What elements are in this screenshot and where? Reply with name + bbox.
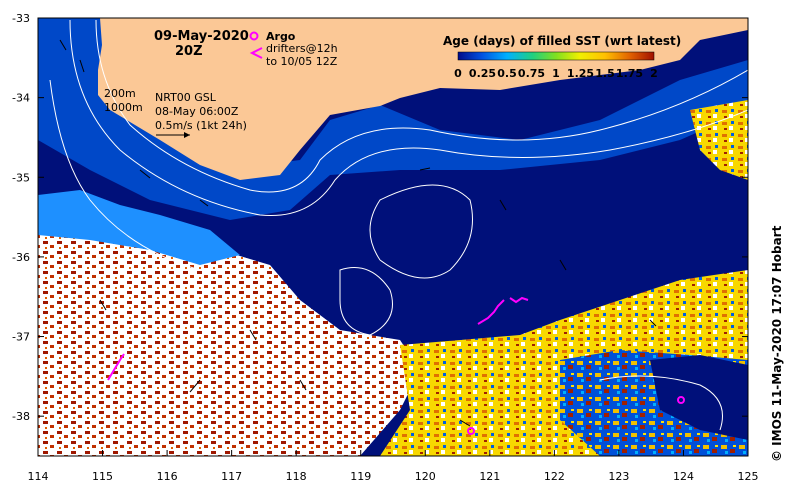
nodata-region xyxy=(38,215,420,456)
argo-legend-label: Argo xyxy=(266,30,296,43)
colorbar-tick-label: 2 xyxy=(650,67,658,80)
credit-text: © IMOS 11-May-2020 17:07 Hobart xyxy=(770,225,784,462)
argo-floats xyxy=(467,396,685,435)
x-tick-label: 119 xyxy=(350,470,371,483)
title-date: 09-May-2020 xyxy=(154,29,249,44)
drifter-legend-sub: to 10/05 12Z xyxy=(266,55,338,68)
colorbar-title: Age (days) of filled SST (wrt latest) xyxy=(443,34,681,48)
y-tick-label: -37 xyxy=(12,331,30,344)
plot-frame xyxy=(37,17,749,457)
contour-1000m xyxy=(69,19,748,217)
x-tick-label: 122 xyxy=(544,470,565,483)
colorbar-ticks: 0 0.25 0.5 0.75 1 1.25 1.5 1.75 2 xyxy=(454,67,658,80)
y-tick-label: -33 xyxy=(12,12,30,25)
colorbar-tick-label: 1.25 xyxy=(567,67,594,80)
scale-arrow xyxy=(156,132,190,138)
current-note-line2: 08-May 06:00Z xyxy=(155,105,239,118)
colorbar-tick-label: 1.75 xyxy=(616,67,643,80)
title-time: 20Z xyxy=(175,44,203,59)
colorbar-tick-label: 1 xyxy=(552,67,560,80)
x-tick-label: 121 xyxy=(479,470,500,483)
contour-note-1000: 1000m xyxy=(104,101,143,114)
east-edge-speckle xyxy=(690,100,748,180)
contour-se xyxy=(599,375,723,431)
drifter-tracks xyxy=(107,296,529,381)
x-tick-label: 115 xyxy=(92,470,113,483)
current-vectors xyxy=(59,39,657,427)
contour-200m xyxy=(95,19,748,193)
colorbar-tick-label: 0.5 xyxy=(497,67,517,80)
x-axis: 114 115 116 117 118 119 120 121 122 123 124 125 xyxy=(28,450,759,483)
colorbar xyxy=(457,51,655,61)
x-tick-label: 120 xyxy=(415,470,436,483)
y-tick-label: -36 xyxy=(12,251,30,264)
colorbar-tick-label: 0.75 xyxy=(518,67,545,80)
x-tick-label: 123 xyxy=(608,470,629,483)
contour-eddy-2 xyxy=(339,267,393,336)
drifter-track-1 xyxy=(477,299,505,325)
x-tick-label: 118 xyxy=(286,470,307,483)
y-tick-label: -35 xyxy=(12,171,30,184)
depth-contours xyxy=(49,19,748,431)
colorbar-tick-label: 0.25 xyxy=(469,67,496,80)
ocean-deep-southeast xyxy=(650,355,748,440)
drifter-track-3 xyxy=(107,353,125,381)
argo-legend-icon xyxy=(249,31,259,41)
contour-eddy xyxy=(369,184,473,279)
x-tick-label: 114 xyxy=(28,470,49,483)
drifter-legend-label: drifters@12h xyxy=(266,42,338,55)
y-axis: -33 -34 -35 -36 -37 -38 xyxy=(12,12,748,423)
colorbar-tick-label: 1.5 xyxy=(595,67,615,80)
current-note-line1: NRT00 GSL xyxy=(155,91,217,104)
x-tick-label: 117 xyxy=(221,470,242,483)
argo-float-1 xyxy=(467,427,475,435)
colorbar-tick-label: 0 xyxy=(454,67,462,80)
current-note-line3: 0.5m/s (1kt 24h) xyxy=(155,119,247,132)
y-tick-label: -38 xyxy=(12,410,30,423)
x-tick-label: 124 xyxy=(673,470,694,483)
drifter-legend-icon xyxy=(249,47,263,59)
drifter-track-2 xyxy=(509,296,529,304)
y-tick-label: -34 xyxy=(12,92,30,105)
x-tick-label: 125 xyxy=(738,470,759,483)
x-tick-label: 116 xyxy=(157,470,178,483)
ocean-light-west xyxy=(38,190,240,265)
contour-note-200: 200m xyxy=(104,87,136,100)
plot-area xyxy=(38,18,748,456)
argo-float-2 xyxy=(677,396,685,404)
contour-deep-west xyxy=(49,79,201,271)
